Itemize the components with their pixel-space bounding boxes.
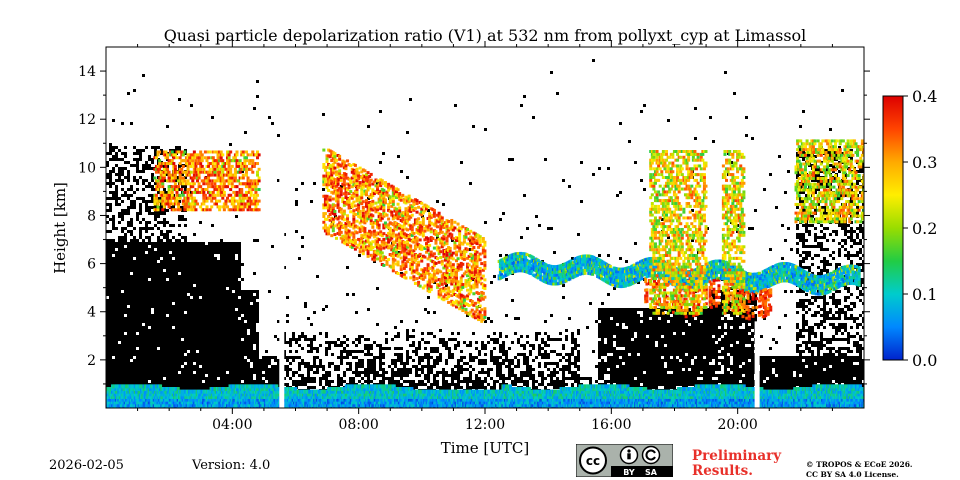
copyright-line-2: CC BY SA 4.0 License. <box>806 470 899 479</box>
preliminary-line-1: Preliminary <box>692 448 782 464</box>
chart-title: Quasi particle depolarization ratio (V1)… <box>164 26 807 45</box>
cc-by-sa-badge[interactable]: cc BY SA <box>576 444 673 477</box>
data-gap <box>754 321 760 408</box>
colorbar-tick-label: 0.3 <box>912 153 937 172</box>
share-alike-icon <box>641 445 661 465</box>
by-label: BY <box>623 468 635 477</box>
x-axis-ticks: 04:00 08:00 12:00 16:00 20:00 <box>137 41 833 433</box>
attribution-icon <box>619 445 639 465</box>
x-tick-label: 16:00 <box>591 417 631 433</box>
colorbar-tick-label: 0.1 <box>912 285 937 304</box>
x-tick-label: 04:00 <box>212 417 252 433</box>
x-tick-label: 12:00 <box>465 417 505 433</box>
y-tick-label: 12 <box>78 112 96 128</box>
preliminary-results-notice: Preliminary Results. <box>692 449 781 479</box>
copyright-line-1: © TROPOS & ECoE 2026. <box>806 460 913 469</box>
data-gaps <box>279 138 760 408</box>
preliminary-line-2: Results. <box>692 463 753 479</box>
y-tick-label: 8 <box>87 208 96 224</box>
x-axis-label: Time [UTC] <box>441 439 530 457</box>
plot-area <box>106 47 864 408</box>
colorbar-ticks: 0.0 0.1 0.2 0.3 0.4 <box>903 87 937 370</box>
x-tick-label: 08:00 <box>338 417 378 433</box>
y-axis-ticks: 2 4 6 8 10 12 14 <box>78 64 870 385</box>
colorbar-tick-label: 0.2 <box>912 219 937 238</box>
colorbar-tick-label: 0.0 <box>912 351 937 370</box>
date-label: 2026-02-05 <box>49 458 124 473</box>
y-axis-label: Height [km] <box>51 182 69 274</box>
cc-icon: cc <box>579 446 607 475</box>
version-label: Version: 4.0 <box>192 458 271 473</box>
y-tick-label: 2 <box>87 353 96 369</box>
y-tick-label: 14 <box>78 64 96 80</box>
copyright-notice: © TROPOS & ECoE 2026. CC BY SA 4.0 Licen… <box>806 460 913 480</box>
y-tick-label: 10 <box>78 160 96 176</box>
colorbar <box>882 95 904 361</box>
x-tick-label: 20:00 <box>717 417 757 433</box>
y-tick-label: 4 <box>87 305 96 321</box>
y-tick-label: 6 <box>87 257 96 273</box>
colorbar-tick-label: 0.4 <box>912 87 937 106</box>
data-gap <box>279 138 285 408</box>
sa-label: SA <box>645 468 658 477</box>
